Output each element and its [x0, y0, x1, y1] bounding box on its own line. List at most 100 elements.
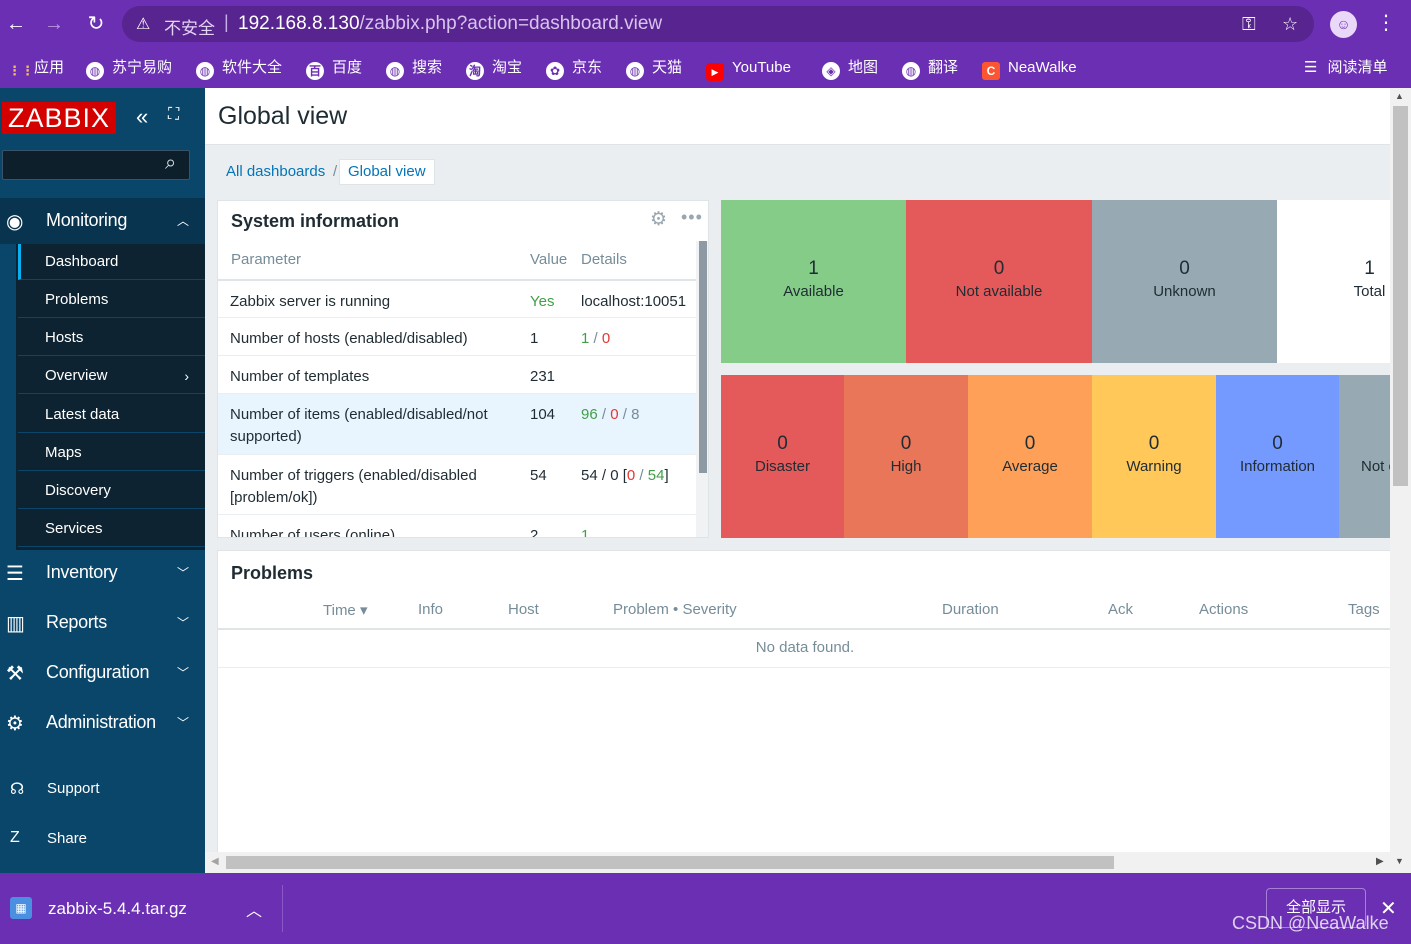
bookmark-item[interactable]: ◍ 软件大全 — [196, 57, 282, 80]
tile-disaster[interactable]: 0 Disaster — [721, 375, 844, 538]
bookmarks-bar: ⋮⋮应用 ◍ 苏宁易购 ◍ 软件大全 百百度 ◍ 搜索 淘淘宝 ✿ 京东 ◍ 天猫 ▶ YouTube ◈ 地图… — [0, 48, 1411, 88]
tile-high[interactable]: 0 High — [844, 375, 968, 538]
scroll-left-arrow-icon[interactable]: ◀ — [211, 856, 219, 867]
share-link[interactable]: Z Share — [0, 821, 205, 857]
sidebar-item-dashboard[interactable]: Dashboard — [18, 244, 205, 280]
widget-scrollbar-thumb[interactable] — [699, 241, 707, 473]
sidebar-search-input[interactable]: ⌕ — [2, 150, 190, 180]
sidebar-item-overview[interactable]: Overview › — [18, 358, 205, 394]
menu-reports[interactable]: ▥ Reports ﹀ — [0, 600, 205, 648]
tile-count: 0 — [1024, 433, 1036, 454]
chevron-down-icon: ﹀ — [177, 666, 190, 680]
star-icon[interactable]: ☆ — [1282, 14, 1299, 34]
key-icon[interactable]: ⚿ — [1242, 14, 1256, 34]
divider — [218, 667, 1392, 668]
reload-icon[interactable]: ↻ — [87, 13, 105, 35]
bookmark-label: 百度 — [332, 59, 363, 76]
close-icon[interactable]: ✕ — [1380, 898, 1397, 920]
menu-configuration[interactable]: ⚒ Configuration ﹀ — [0, 650, 205, 698]
bookmark-item[interactable]: 百百度 — [306, 57, 363, 80]
problems-widget: Problems Time ▾ Info Host Problem • Seve… — [217, 550, 1392, 873]
tile-available[interactable]: 1 Available — [721, 200, 906, 363]
tile-count: 0 — [993, 258, 1005, 279]
bookmark-item[interactable]: ◈ 地图 — [822, 57, 878, 80]
gear-icon[interactable]: ⚙ — [650, 209, 668, 230]
column-host[interactable]: Host — [508, 601, 539, 618]
show-all-downloads-button[interactable]: 全部显示 — [1266, 888, 1366, 928]
tile-label: Not c — [1361, 458, 1391, 475]
bookmark-item[interactable]: ◍ 天猫 — [626, 57, 682, 80]
warning-icon[interactable]: ⚠ — [136, 16, 151, 33]
maps-icon: ◈ — [822, 62, 840, 80]
back-arrow-icon[interactable]: ← — [6, 13, 26, 35]
forward-arrow-icon[interactable]: → — [44, 13, 64, 35]
column-time[interactable]: Time ▾ — [323, 602, 368, 619]
menu-monitoring[interactable]: ◉ Monitoring ︿ — [0, 198, 205, 244]
chevron-up-icon[interactable]: ︿ — [246, 903, 263, 920]
breadcrumb-separator: / — [333, 163, 338, 180]
param-cell: Number of hosts (enabled/disabled) — [230, 330, 468, 347]
column-tags: Tags — [1348, 601, 1380, 618]
vertical-scrollbar-thumb[interactable] — [1393, 106, 1408, 486]
tile-warning[interactable]: 0 Warning — [1092, 375, 1216, 538]
sidebar-item-services[interactable]: Services — [18, 511, 205, 547]
more-options-icon[interactable]: ••• — [681, 207, 703, 227]
value-cell: Yes — [530, 293, 555, 310]
url-text[interactable]: 192.168.8.130/zabbix.php?action=dashboar… — [238, 13, 662, 35]
menu-administration[interactable]: ⚙ Administration ﹀ — [0, 700, 205, 748]
bookmark-item[interactable]: ◍ 搜索 — [386, 57, 442, 80]
support-link[interactable]: ☊ Support — [0, 771, 205, 807]
table-row: Number of templates 231 — [218, 355, 696, 393]
page-horizontal-scrollbar[interactable]: ◀ ▶ — [205, 852, 1390, 873]
sidebar-item-label: Problems — [45, 291, 109, 308]
scroll-down-arrow-icon[interactable]: ▼ — [1395, 856, 1404, 866]
address-bar[interactable]: ⚠ 不安全 | 192.168.8.130/zabbix.php?action=… — [122, 6, 1314, 42]
sidebar-item-latest-data[interactable]: Latest data — [18, 397, 205, 433]
kiosk-mode-icon[interactable]: ⛶ — [168, 106, 180, 123]
breadcrumb-all-dashboards[interactable]: All dashboards — [226, 163, 326, 180]
tile-not-c[interactable]: Not c — [1339, 375, 1391, 538]
download-bar: ▦ zabbix-5.4.4.tar.gz ︿ 全部显示 ✕ CSDN @Nea… — [0, 873, 1411, 944]
reading-list-button[interactable]: ☰ 阅读清单 — [1304, 57, 1387, 79]
column-problem-severity[interactable]: Problem • Severity — [613, 601, 737, 618]
profile-avatar[interactable]: ☺ — [1330, 11, 1357, 38]
zabbix-logo[interactable]: ZABBIX — [2, 102, 116, 134]
bookmark-item[interactable]: ◍ 苏宁易购 — [86, 57, 172, 80]
archive-file-icon: ▦ — [10, 897, 32, 919]
page-title: Global view — [218, 102, 348, 130]
sidebar-item-label: Dashboard — [45, 253, 119, 270]
tile-total[interactable]: 1 Total — [1277, 200, 1391, 363]
page-vertical-scrollbar[interactable]: ▲ ▼ — [1390, 88, 1411, 873]
menu-inventory[interactable]: ☰ Inventory ﹀ — [0, 550, 205, 598]
bookmark-item[interactable]: 淘淘宝 — [466, 57, 522, 80]
more-menu-icon[interactable]: ⋮ — [1376, 12, 1396, 34]
sidebar-item-maps[interactable]: Maps — [18, 435, 205, 471]
tile-unknown[interactable]: 0 Unknown — [1092, 200, 1277, 363]
tile-information[interactable]: 0 Information — [1216, 375, 1339, 538]
tile-not-available[interactable]: 0 Not available — [906, 200, 1092, 363]
tile-average[interactable]: 0 Average — [968, 375, 1092, 538]
collapse-sidebar-icon[interactable]: « — [136, 104, 149, 129]
tile-label: Information — [1239, 458, 1316, 475]
tile-label: Total — [1353, 283, 1386, 300]
sidebar-item-discovery[interactable]: Discovery — [18, 473, 205, 509]
slash: / — [639, 467, 644, 484]
sidebar-item-problems[interactable]: Problems — [18, 282, 205, 318]
bookmark-item[interactable]: ✿ 京东 — [546, 57, 602, 80]
table-row: Number of items (enabled/disabled/not su… — [218, 393, 696, 454]
sidebar-item-hosts[interactable]: Hosts — [18, 320, 205, 356]
enabled-count: 1 — [581, 330, 590, 347]
download-filename[interactable]: zabbix-5.4.4.tar.gz — [48, 899, 187, 918]
widget-scrollbar[interactable] — [696, 241, 708, 537]
bookmark-item[interactable]: C NeaWalke — [982, 57, 1077, 80]
bookmark-item[interactable]: ▶ YouTube — [706, 57, 791, 81]
scroll-up-arrow-icon[interactable]: ▲ — [1395, 91, 1404, 101]
disabled-count: 0 — [601, 330, 611, 347]
scroll-right-arrow-icon[interactable]: ▶ — [1376, 856, 1384, 867]
search-icon[interactable]: ⌕ — [165, 152, 177, 174]
headset-icon: ☊ — [10, 781, 25, 798]
bookmark-item[interactable]: ⋮⋮应用 — [8, 57, 64, 79]
breadcrumb-current[interactable]: Global view — [339, 159, 435, 185]
horizontal-scrollbar-thumb[interactable] — [226, 856, 1114, 869]
bookmark-item[interactable]: ◍ 翻译 — [902, 57, 958, 80]
